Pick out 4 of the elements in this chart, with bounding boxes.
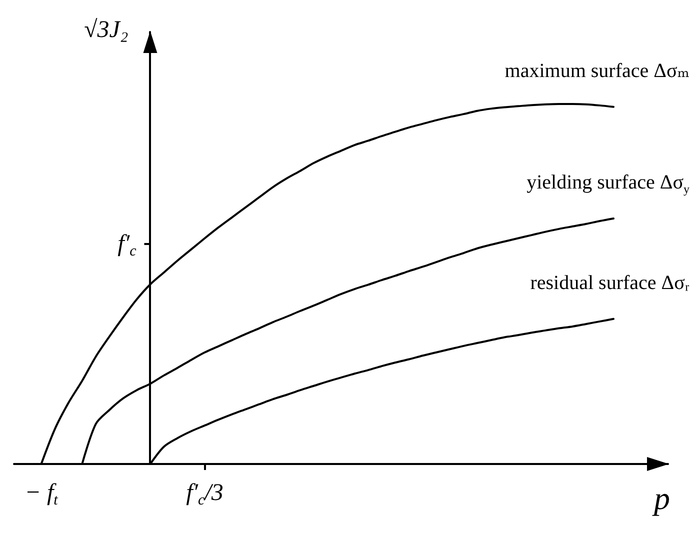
- series-label: maximum surface Δσₘ: [504, 60, 690, 82]
- series-label: residual surface Δσᵣ: [530, 272, 690, 294]
- y-axis-title: √3J₂: [84, 17, 128, 43]
- x-axis-title: p: [652, 480, 670, 516]
